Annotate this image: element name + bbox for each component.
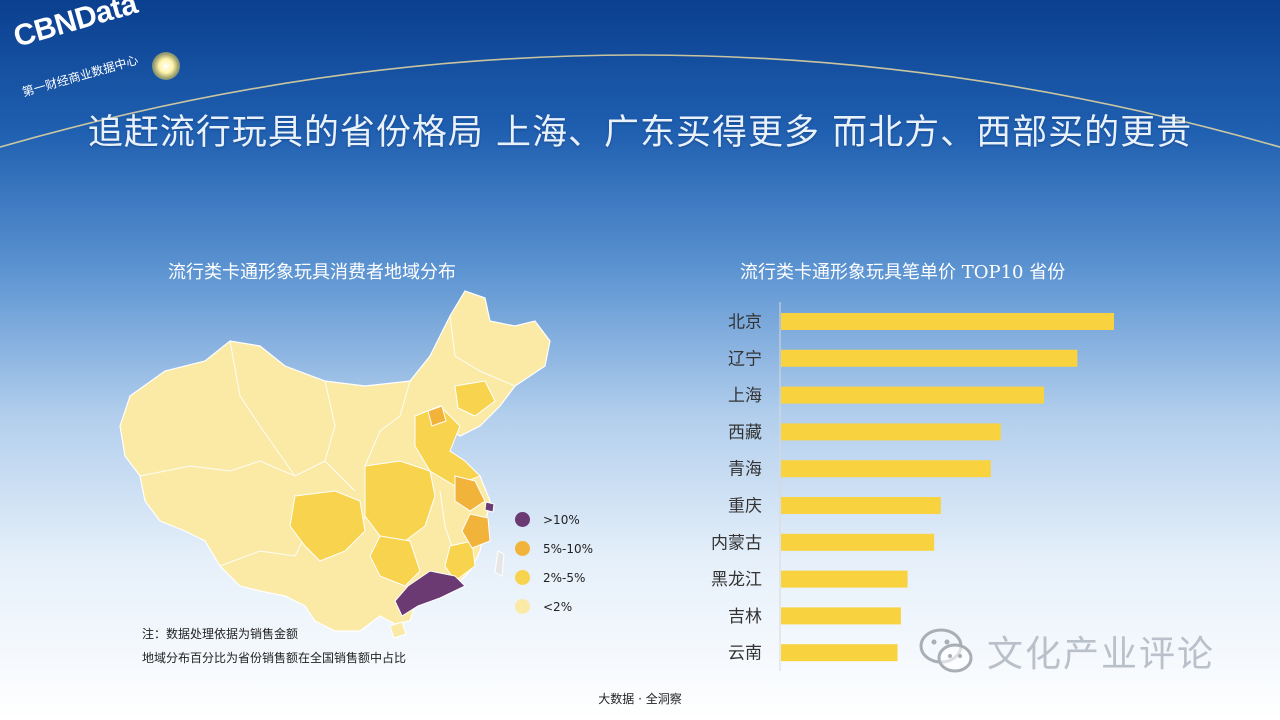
legend-label: >10% xyxy=(543,512,580,527)
category-label: 辽宁 xyxy=(728,349,762,369)
map-notes: 注：数据处理依据为销售金额 地域分布百分比为省份销售额在全国销售额中占比 xyxy=(142,622,406,670)
category-label: 内蒙古 xyxy=(711,533,762,553)
category-label: 云南 xyxy=(728,644,762,664)
page-title: 追赶流行玩具的省份格局 上海、广东买得更多 而北方、西部买的更贵 xyxy=(87,113,1193,153)
legend-item: 2%-5% xyxy=(515,563,593,592)
legend-label: <2% xyxy=(543,599,573,614)
legend-item: <2% xyxy=(515,592,593,621)
map-region-hainan xyxy=(389,621,407,639)
legend-swatch xyxy=(515,599,530,614)
map-region-zhejiang xyxy=(461,513,491,549)
watermark: 文化产业评论 xyxy=(917,625,1215,677)
bar xyxy=(781,349,1078,367)
bar xyxy=(781,386,1045,404)
category-label: 西藏 xyxy=(728,423,762,443)
map-region-beijing-tianjin xyxy=(427,405,447,427)
map-region-base xyxy=(119,290,551,632)
watermark-text: 文化产业评论 xyxy=(987,634,1216,675)
category-label: 上海 xyxy=(728,386,762,406)
note-line: 注：数据处理依据为销售金额 xyxy=(142,627,299,641)
legend-swatch xyxy=(515,512,530,527)
map-title: 流行类卡通形象玩具消费者地域分布 xyxy=(168,262,456,283)
footer-slogan: 大数据 · 全洞察 xyxy=(598,692,682,706)
legend-swatch xyxy=(515,541,530,556)
legend-label: 5%-10% xyxy=(543,541,594,556)
category-label: 吉林 xyxy=(728,607,762,627)
bar xyxy=(781,644,898,662)
china-choropleth-map xyxy=(119,290,551,639)
category-label: 黑龙江 xyxy=(711,570,762,590)
bar xyxy=(781,570,908,588)
map-legend: >10% 5%-10% 2%-5% <2% xyxy=(515,505,593,621)
legend-swatch xyxy=(515,570,530,585)
bar xyxy=(781,607,901,625)
map-region-jiangsu xyxy=(454,475,486,512)
note-line: 地域分布百分比为省份销售额在全国销售额中占比 xyxy=(142,651,407,665)
category-label: 青海 xyxy=(728,460,762,480)
map-region-taiwan xyxy=(494,550,505,577)
bar-chart-title: 流行类卡通形象玩具笔单价 TOP10 省份 xyxy=(740,262,1066,283)
map-region-hebei-shandong xyxy=(414,405,481,487)
bar xyxy=(781,460,991,478)
bar xyxy=(781,533,935,551)
legend-label: 2%-5% xyxy=(543,570,586,585)
sun-glow xyxy=(152,52,180,80)
map-region-guangdong xyxy=(394,570,466,617)
cbndata-logo: CBNData 第一财经商业数据中心 xyxy=(10,0,200,112)
bar xyxy=(781,497,941,514)
map-region-sichuan xyxy=(289,490,366,562)
legend-item: 5%-10% xyxy=(515,534,593,563)
category-label: 北京 xyxy=(728,313,762,333)
wechat-icon xyxy=(919,628,973,673)
bar xyxy=(781,313,1114,330)
map-region-hunan-guangxi xyxy=(369,535,421,587)
bar xyxy=(781,423,1001,441)
legend-item: >10% xyxy=(515,505,593,534)
map-region-shanghai xyxy=(484,501,495,513)
map-region-liaoning xyxy=(454,380,496,417)
category-label: 重庆 xyxy=(728,497,762,517)
map-region-central xyxy=(364,460,436,542)
logo-subtitle: 第一财经商业数据中心 xyxy=(20,52,140,100)
